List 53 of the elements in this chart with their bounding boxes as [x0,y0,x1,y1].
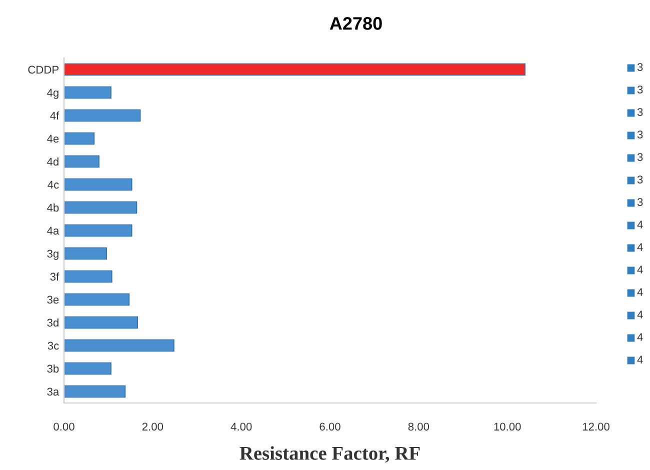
y-tick-label: 4g [47,88,58,99]
bar [64,155,100,168]
text: 4 [637,243,643,251]
text: 3 [637,130,643,138]
bar [64,293,130,306]
bar [64,109,141,122]
y-tick-label: 3a [47,388,60,396]
y-tick-label: 3b [47,364,59,373]
bar [64,385,126,398]
y-tick-label: 3d [47,318,58,327]
text: 3 [637,108,643,116]
bar [64,132,95,145]
x-tick-label: 10.00 [494,422,521,431]
text: 4 [637,288,643,296]
bar [64,63,526,76]
text: 4 [637,220,643,228]
y-tick-label: 4d [47,157,58,166]
bar [64,178,132,191]
bar [64,247,107,260]
text: 3 [637,86,643,94]
y-tick-label: 3g [47,250,58,260]
text: 3 [637,63,643,71]
bar [64,270,112,283]
x-axis-title: Resistance Factor, RF [240,446,420,463]
y-tick-label: 3f [50,272,60,281]
bar [64,201,138,214]
bar [64,224,132,237]
chart-title: A2780 [330,17,382,30]
x-tick-label: 4.00 [230,422,252,431]
bar [64,339,174,352]
bar [64,316,138,329]
x-tick-label: 8.00 [408,422,430,431]
y-tick-label: 4a [47,226,60,235]
y-tick-label: 3e [47,296,59,304]
text: 3 [637,176,643,184]
x-tick-label: 0.00 [54,422,74,431]
x-tick-label: 12.00 [582,422,610,431]
y-tick-label: 4b [47,203,59,212]
y-tick-label: 4e [47,134,59,143]
text: 4 [637,266,643,274]
y-tick-label: 4c [48,180,59,189]
text: 4 [637,310,643,318]
bar [64,86,112,99]
y-tick-label: 3c [48,342,59,350]
x-tick-label: 2.00 [142,422,164,431]
bar [64,362,112,375]
x-tick-label: 6.00 [320,422,340,431]
text: 3 [637,153,643,161]
y-tick-label: 4f [50,111,60,120]
y-tick-label: CDDP [28,66,59,74]
text: 3 [637,198,643,206]
text: 4 [637,333,643,341]
text: 4 [637,356,643,364]
